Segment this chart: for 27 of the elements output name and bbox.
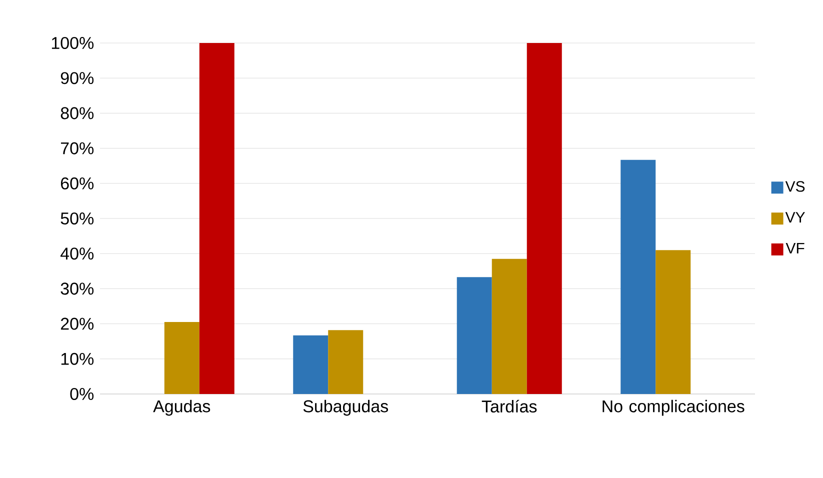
bar: [492, 258, 527, 394]
legend-label: VF: [786, 243, 804, 254]
bar: [328, 330, 364, 394]
y-tick-label: 50%: [60, 212, 94, 225]
bar: [164, 322, 200, 394]
y-tick-label: 70%: [60, 142, 94, 154]
y-tick-label: 100%: [52, 36, 94, 50]
bar: [199, 42, 234, 394]
x-tick-label: Agudas: [153, 400, 210, 416]
bar: [293, 335, 328, 394]
x-tick-label: No complicaciones: [602, 400, 744, 416]
y-tick-label: 80%: [60, 107, 94, 120]
y-tick-label: 30%: [60, 282, 94, 295]
legend-label: VY: [785, 212, 805, 222]
y-tick-label: 90%: [60, 72, 94, 84]
y-tick-label: 20%: [60, 318, 94, 330]
y-tick-label: 0%: [70, 388, 94, 400]
x-tick-label: Tardías: [482, 400, 537, 413]
legend-label: VS: [785, 181, 805, 192]
bar: [656, 250, 691, 394]
bar: [456, 277, 492, 394]
x-tick-label: Subagudas: [303, 400, 388, 416]
y-tick-label: 60%: [60, 177, 94, 190]
bar: [620, 160, 656, 394]
y-tick-label: 10%: [61, 352, 94, 365]
bar: [526, 42, 562, 394]
y-tick-label: 40%: [60, 248, 94, 260]
